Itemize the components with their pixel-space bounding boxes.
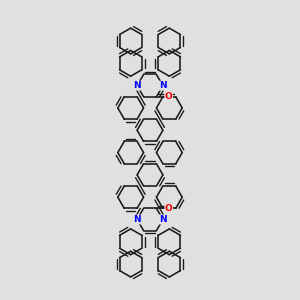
Text: N: N xyxy=(133,81,141,90)
Text: O: O xyxy=(165,204,172,213)
Text: N: N xyxy=(133,215,141,224)
Text: N: N xyxy=(159,215,167,224)
Text: N: N xyxy=(159,81,167,90)
Text: O: O xyxy=(165,92,172,101)
